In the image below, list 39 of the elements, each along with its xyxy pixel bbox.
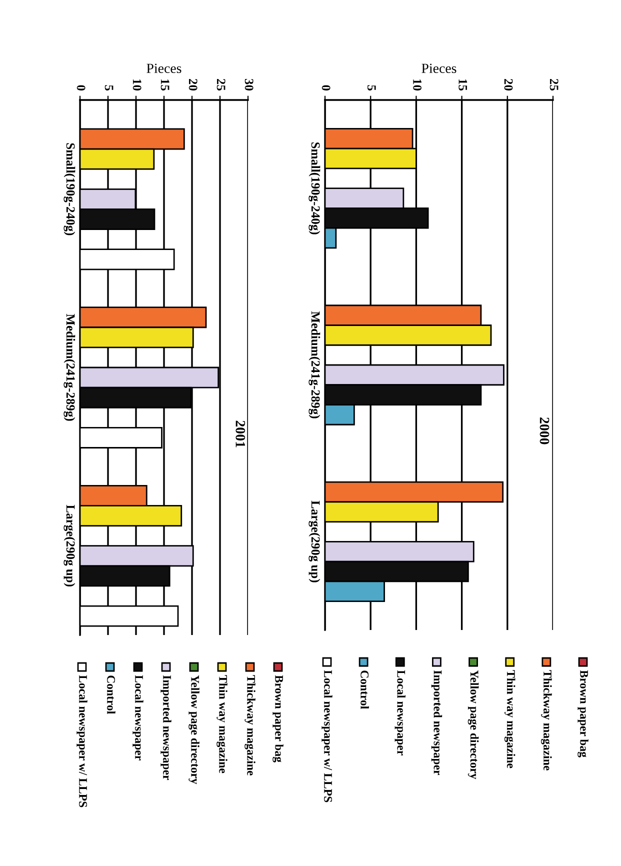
legend-label: Thickway magazine	[541, 670, 552, 770]
y-tick-label: Large(290g up)	[64, 504, 76, 586]
x-tick-label: 15	[458, 79, 468, 91]
legend-label: Control	[107, 676, 116, 714]
legend-label: Imported newspaper	[431, 670, 442, 776]
x-axis-title: Pieces	[422, 64, 456, 74]
x-tick-label: 25	[550, 79, 558, 91]
x-tick-label: 10	[413, 79, 422, 90]
legend-label: Thickway magazine	[244, 675, 256, 776]
x-tick-label: 0	[76, 85, 86, 90]
legend-label: Brown paper bag	[578, 670, 588, 758]
x-tick-label: 5	[367, 85, 376, 91]
y-tick-label: Large(290g up)	[308, 500, 320, 582]
x-tick-label: 0	[322, 85, 330, 90]
x-tick-label: 15	[160, 79, 170, 91]
legend-label: Thin way magazine	[216, 675, 228, 774]
x-tick-label: 30	[244, 78, 254, 90]
legend-label: Local newspaper	[394, 670, 406, 756]
y-tick-label: Medium(241g-289g)	[308, 311, 320, 418]
x-tick-label: 20	[504, 79, 513, 90]
legend-label: Local newspaper	[132, 675, 144, 760]
x-tick-label: 25	[216, 79, 226, 91]
legend-label: Local newspaper w/ LLPS	[322, 670, 332, 802]
x-tick-label: 5	[104, 85, 114, 91]
x-tick-label: 20	[188, 79, 198, 90]
y-tick-label: Medium(241g-289g)	[64, 314, 76, 421]
legend-label: Yellow page directory	[468, 670, 479, 780]
text: 2001	[236, 420, 246, 448]
legend-label: Brown paper bag	[272, 675, 284, 762]
legend-label: Thin way magazine	[504, 670, 516, 768]
x-axis-title: Pieces	[146, 64, 182, 74]
y-tick-label: Small(190g-240g)	[308, 142, 320, 234]
legend-label: Yellow page directory	[188, 675, 200, 784]
y-tick-label: Small(190g-240g)	[64, 143, 76, 236]
x-tick-label: 10	[132, 79, 142, 90]
legend-label: Imported newspaper	[160, 675, 172, 780]
legend-label: Control	[360, 670, 369, 709]
legend-label: Local newspaper w/ LLPS	[76, 675, 88, 808]
text: 2000	[540, 418, 550, 444]
